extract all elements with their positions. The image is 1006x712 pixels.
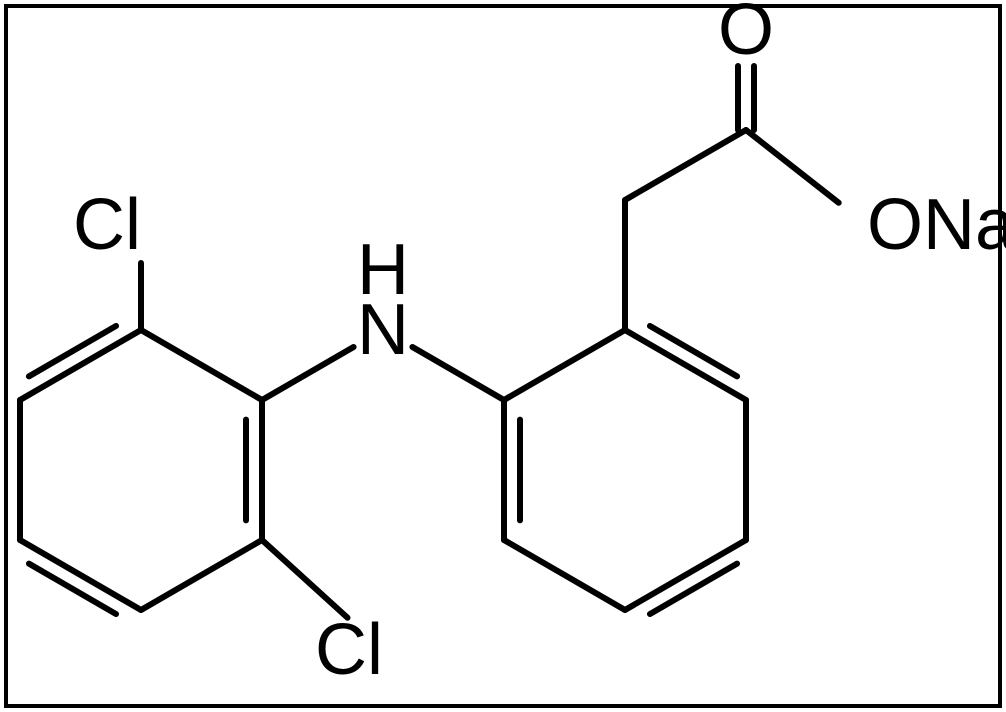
- bond: [141, 540, 262, 610]
- bond: [412, 347, 504, 400]
- bond: [504, 540, 625, 610]
- atom-label-Odouble: O: [718, 0, 774, 70]
- bond: [625, 330, 746, 400]
- atom-label-NH: H: [357, 230, 409, 310]
- atom-label-ONa: ONa: [867, 185, 1006, 265]
- bond: [504, 330, 625, 400]
- bond: [625, 540, 746, 610]
- bond: [20, 330, 141, 400]
- atom-label-Cl_top: Cl: [73, 185, 141, 265]
- atom-label-Cl_bot: Cl: [315, 610, 383, 690]
- chemical-structure: ClClNHOONa: [0, 0, 1006, 712]
- bond: [141, 330, 262, 400]
- bond: [20, 540, 141, 610]
- bond: [746, 130, 839, 203]
- bond: [625, 130, 746, 200]
- bond: [262, 540, 347, 618]
- bond: [262, 347, 354, 400]
